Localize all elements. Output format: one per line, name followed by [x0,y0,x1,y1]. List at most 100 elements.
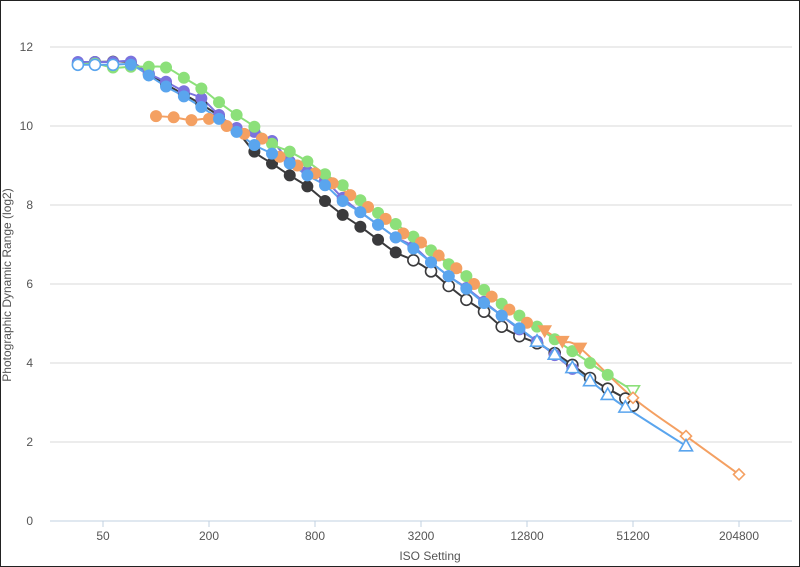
data-point [601,368,614,381]
data-point [142,69,155,82]
data-point [495,309,508,322]
axis-labels: ISO Setting Photographic Dynamic Range (… [0,188,461,563]
data-point [177,71,190,84]
y-tick-label: 8 [26,198,33,212]
y-tick-label: 4 [26,356,33,370]
data-point [407,242,420,255]
x-tick-label: 800 [305,529,325,543]
y-tick-label: 10 [20,119,34,133]
data-point-diamond [732,467,746,482]
y-tick-label: 6 [26,277,33,291]
data-point-triangle-down [572,342,588,356]
data-point [150,110,162,123]
data-point-triangle-down [537,325,553,339]
data-point-triangle-down [554,335,570,349]
data-point [485,290,498,303]
series-group [71,55,746,482]
data-point [301,180,314,193]
data-point [71,58,85,72]
data-point-triangle [599,386,616,401]
y-tick-label: 2 [26,435,33,449]
data-point [432,249,445,262]
data-point [425,256,438,269]
data-point [460,293,473,307]
data-point [167,111,180,124]
x-tick-label: 200 [199,529,219,543]
data-point [336,208,349,221]
data-point [460,282,473,295]
data-point [354,206,367,219]
data-point [213,112,226,125]
data-point [478,283,491,296]
data-point [478,296,491,309]
x-tick-label: 12800 [510,529,544,543]
series-4-markers [150,110,746,482]
data-point [203,112,215,125]
data-point [106,58,120,72]
data-point [336,195,349,208]
x-axis-title: ISO Setting [399,549,460,563]
data-point-triangle [617,399,634,413]
data-point [319,168,332,181]
data-point [389,217,402,230]
data-point [283,157,296,170]
axes: 0 2 4 6 8 10 12 50 200 800 3200 12800 51200 204800 [20,40,792,543]
data-point-triangle [564,359,581,374]
data-point-diamond [626,391,640,405]
data-point [354,194,367,207]
y-tick-label: 0 [26,514,33,528]
y-axis-title: Photographic Dynamic Range (log2) [0,188,14,381]
series-5-markers [71,58,694,452]
data-point [248,120,261,133]
data-point-triangle [582,372,598,387]
data-point [450,262,463,275]
data-point [513,309,526,322]
data-point [220,120,233,132]
data-point [256,132,268,145]
data-point [301,169,314,182]
data-point [513,322,526,335]
data-point [266,137,279,150]
data-point [407,253,420,267]
x-tick-label: 204800 [719,529,759,543]
data-point [185,114,198,127]
series-line [77,62,687,447]
data-point [319,179,332,192]
data-point [160,61,173,74]
series-4 [155,115,740,476]
x-tick-label: 3200 [408,529,435,543]
data-point [495,320,509,333]
series-line [155,115,740,476]
data-point [354,220,367,233]
series-5 [77,62,687,447]
data-point [248,138,261,151]
data-point [213,96,226,109]
x-tick-label: 50 [96,529,110,543]
data-point [266,147,279,160]
data-point [442,270,455,283]
x-tick-label: 51200 [616,529,650,543]
data-point [283,169,296,182]
data-point [177,90,190,103]
data-point [584,357,597,369]
data-point [195,82,208,95]
data-point [195,101,208,114]
data-point [301,155,314,168]
data-point [389,246,402,259]
data-point [88,58,102,72]
data-point [460,270,473,283]
data-point [372,233,385,246]
data-point [230,125,243,138]
data-point [160,80,173,93]
data-point [442,279,456,293]
data-point-triangle [678,437,694,452]
data-point-triangle [546,346,563,360]
data-point [389,231,402,244]
data-point [230,108,243,121]
data-point [336,179,349,192]
data-point [319,195,332,208]
data-point-triangle [529,333,545,347]
data-point [283,145,296,158]
data-point [124,58,137,71]
